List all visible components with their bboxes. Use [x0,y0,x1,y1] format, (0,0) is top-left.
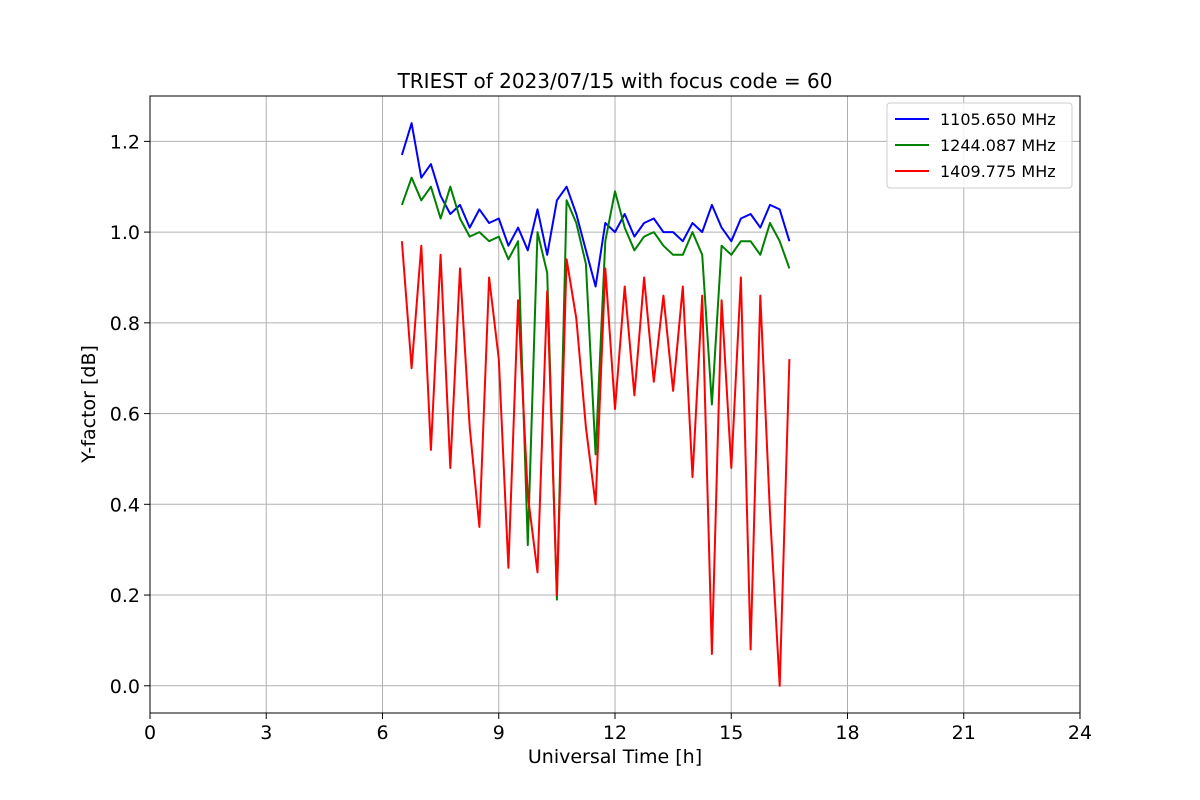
x-tick-label: 3 [260,722,272,744]
x-tick-label: 6 [376,722,388,744]
y-axis-label: Y-factor [dB] [78,345,100,464]
series-line-1 [400,176,791,601]
y-tick-label: 0.6 [110,404,140,426]
y-tick-label: 0.4 [110,494,140,516]
x-tick-label: 0 [144,722,156,744]
x-tick-label: 24 [1068,722,1092,744]
x-axis-label: Universal Time [h] [528,746,702,768]
legend-box [886,102,1073,189]
y-tick-label: 0.2 [110,585,140,607]
series-layer [400,122,791,687]
series-line-0 [400,122,791,288]
legend-label-1: 1244.087 MHz [940,136,1056,155]
series-line-2 [400,241,791,687]
x-tick-label: 12 [603,722,627,744]
axis-ticks: 0 3 6 9 12 15 18 21 24 0.0 0.2 0.4 0.6 0.8 1.0 1.2 [110,131,1092,744]
legend-label-0: 1105.650 MHz [940,110,1056,129]
x-tick-label: 15 [719,722,743,744]
chart-title: TRIEST of 2023/07/15 with focus code = 6… [397,69,833,93]
y-tick-label: 0.8 [110,313,140,335]
x-tick-label: 18 [835,722,859,744]
legend: 1105.650 MHz 1244.087 MHz 1409.775 MHz [886,102,1073,189]
x-tick-label: 9 [493,722,505,744]
y-tick-label: 1.2 [110,131,140,153]
x-tick-label: 21 [952,722,976,744]
y-tick-label: 1.0 [110,222,140,244]
y-tick-label: 0.0 [110,676,140,698]
legend-label-2: 1409.775 MHz [940,162,1056,181]
